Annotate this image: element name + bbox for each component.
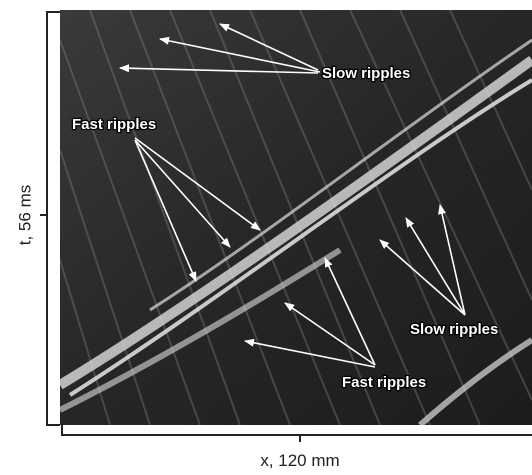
annotation: Fast ripples bbox=[342, 374, 426, 391]
y-bracket bbox=[40, 12, 60, 425]
y-axis-label: t, 56 ms bbox=[15, 185, 34, 245]
annotation: Fast ripples bbox=[72, 116, 156, 133]
x-axis-label: x, 120 mm bbox=[260, 451, 339, 470]
annotation: Slow ripples bbox=[410, 321, 498, 338]
figure: Slow ripples Fast ripples Slow ripples F… bbox=[0, 0, 532, 475]
annotation: Slow ripples bbox=[322, 65, 410, 82]
x-bracket bbox=[62, 425, 532, 442]
